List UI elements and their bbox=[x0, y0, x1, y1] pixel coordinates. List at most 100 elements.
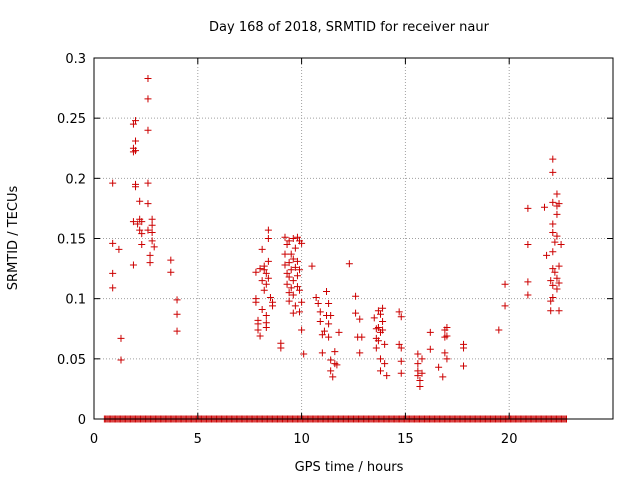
y-tick-label: 0.15 bbox=[57, 233, 86, 248]
data-point bbox=[289, 277, 297, 285]
data-point bbox=[136, 197, 144, 205]
data-point bbox=[555, 200, 563, 208]
data-point bbox=[352, 292, 360, 300]
data-point bbox=[173, 327, 181, 335]
data-point bbox=[129, 120, 137, 128]
x-tick-label: 20 bbox=[501, 432, 518, 447]
data-point bbox=[345, 260, 353, 268]
data-point bbox=[443, 355, 451, 363]
data-point bbox=[283, 269, 291, 277]
data-point bbox=[551, 268, 559, 276]
data-point bbox=[376, 310, 384, 318]
data-point bbox=[549, 220, 557, 228]
data-point bbox=[549, 168, 557, 176]
data-point bbox=[289, 291, 297, 299]
data-point bbox=[557, 241, 565, 249]
data-point bbox=[335, 328, 343, 336]
data-point bbox=[146, 251, 154, 259]
data-point bbox=[358, 333, 366, 341]
data-point bbox=[264, 226, 272, 234]
data-point bbox=[316, 318, 324, 326]
data-point bbox=[553, 210, 561, 218]
data-point bbox=[439, 373, 447, 381]
data-point bbox=[173, 296, 181, 304]
data-point bbox=[298, 326, 306, 334]
data-point bbox=[262, 280, 270, 288]
y-tick-label: 0.1 bbox=[65, 293, 86, 308]
data-point bbox=[318, 349, 326, 357]
x-tick-label: 0 bbox=[90, 432, 98, 447]
data-point bbox=[543, 251, 551, 259]
data-point bbox=[370, 314, 378, 322]
data-point bbox=[258, 277, 266, 285]
data-point bbox=[397, 313, 405, 321]
data-point bbox=[553, 285, 561, 293]
data-points bbox=[109, 74, 565, 391]
data-point bbox=[296, 308, 304, 316]
data-point bbox=[374, 307, 382, 315]
x-tick-label: 15 bbox=[397, 432, 414, 447]
data-point bbox=[256, 332, 264, 340]
data-point bbox=[495, 326, 503, 334]
data-point bbox=[555, 307, 563, 315]
data-point bbox=[138, 230, 146, 238]
data-point bbox=[252, 268, 260, 276]
data-point bbox=[287, 284, 295, 292]
data-point bbox=[144, 126, 152, 134]
data-point bbox=[327, 312, 335, 320]
data-point bbox=[314, 299, 322, 307]
data-point bbox=[501, 280, 509, 288]
data-point bbox=[395, 340, 403, 348]
data-point bbox=[173, 310, 181, 318]
data-point bbox=[167, 256, 175, 264]
data-point bbox=[460, 362, 468, 370]
data-point bbox=[298, 298, 306, 306]
data-point bbox=[426, 345, 434, 353]
data-point bbox=[144, 200, 152, 208]
data-point bbox=[443, 324, 451, 332]
data-point bbox=[549, 281, 557, 289]
data-point bbox=[129, 261, 137, 269]
data-point bbox=[553, 190, 561, 198]
data-point bbox=[372, 344, 380, 352]
data-point bbox=[138, 241, 146, 249]
data-point bbox=[308, 262, 316, 270]
data-point bbox=[252, 298, 260, 306]
data-point bbox=[333, 361, 341, 369]
chart-title: Day 168 of 2018, SRMTID for receiver nau… bbox=[209, 20, 490, 35]
data-point bbox=[258, 245, 266, 253]
data-point bbox=[298, 239, 306, 247]
data-point bbox=[416, 383, 424, 391]
data-point bbox=[549, 248, 557, 256]
data-point bbox=[327, 367, 335, 375]
data-point bbox=[148, 237, 156, 245]
data-point bbox=[549, 198, 557, 206]
data-point bbox=[331, 348, 339, 356]
data-point bbox=[109, 179, 117, 187]
data-point bbox=[285, 273, 293, 281]
data-point bbox=[414, 350, 422, 358]
data-point bbox=[132, 147, 140, 155]
data-point bbox=[281, 250, 289, 258]
data-point bbox=[260, 266, 268, 274]
axis-ticks: 0 0.05 0.1 0.15 0.2 0.25 0.3 0 5 10 15 20 bbox=[57, 52, 613, 447]
grid bbox=[94, 58, 613, 419]
data-point bbox=[460, 344, 468, 352]
data-point bbox=[148, 215, 156, 223]
data-point bbox=[379, 318, 387, 326]
data-point bbox=[254, 320, 262, 328]
data-point bbox=[283, 280, 291, 288]
data-point bbox=[323, 287, 331, 295]
y-tick-label: 0.25 bbox=[57, 112, 86, 127]
data-point bbox=[291, 263, 299, 271]
data-point bbox=[551, 238, 559, 246]
data-point bbox=[547, 307, 555, 315]
data-point bbox=[395, 308, 403, 316]
x-tick-label: 10 bbox=[293, 432, 310, 447]
data-point bbox=[383, 372, 391, 380]
data-point bbox=[555, 279, 563, 287]
data-point bbox=[109, 269, 117, 277]
data-point bbox=[258, 305, 266, 313]
data-point bbox=[264, 257, 272, 265]
data-point bbox=[443, 332, 451, 340]
